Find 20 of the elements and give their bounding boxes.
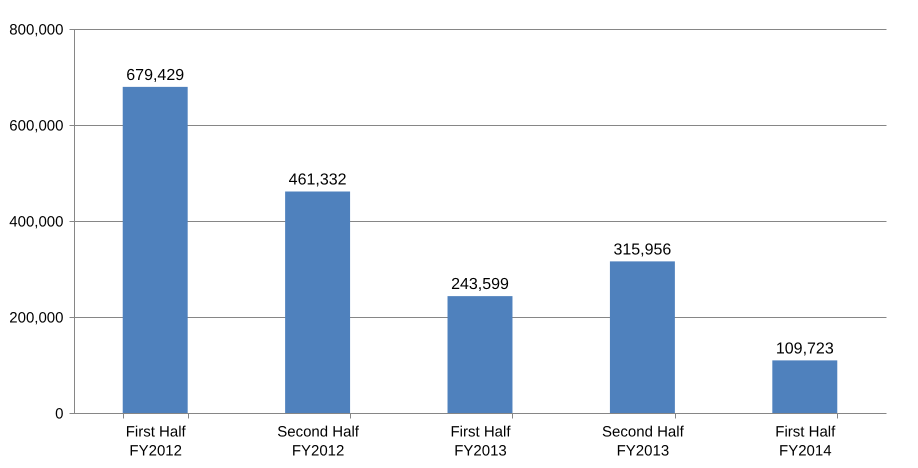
x-tick-label: First Half FY2012 <box>126 424 187 460</box>
bar <box>610 261 675 413</box>
bar <box>285 192 350 413</box>
data-label: 315,956 <box>613 241 672 258</box>
bar <box>448 296 512 413</box>
data-label: 679,429 <box>126 66 184 84</box>
y-tick-label: 200,000 <box>9 310 64 326</box>
bar <box>122 86 188 413</box>
x-tick-label: Second Half FY2012 <box>277 424 360 460</box>
x-tick-label: First Half FY2014 <box>775 424 836 460</box>
data-label: 461,332 <box>288 172 347 189</box>
data-label: 243,599 <box>451 276 510 294</box>
x-tick-label: Second Half FY2013 <box>602 424 685 460</box>
y-tick-label: 0 <box>55 406 64 422</box>
bar <box>772 360 838 413</box>
y-tick-label: 600,000 <box>9 118 64 134</box>
y-tick-label: 400,000 <box>9 214 64 230</box>
y-tick-label: 800,000 <box>9 22 64 38</box>
x-tick-label: First Half FY2013 <box>450 424 512 460</box>
data-label: 109,723 <box>776 340 834 358</box>
